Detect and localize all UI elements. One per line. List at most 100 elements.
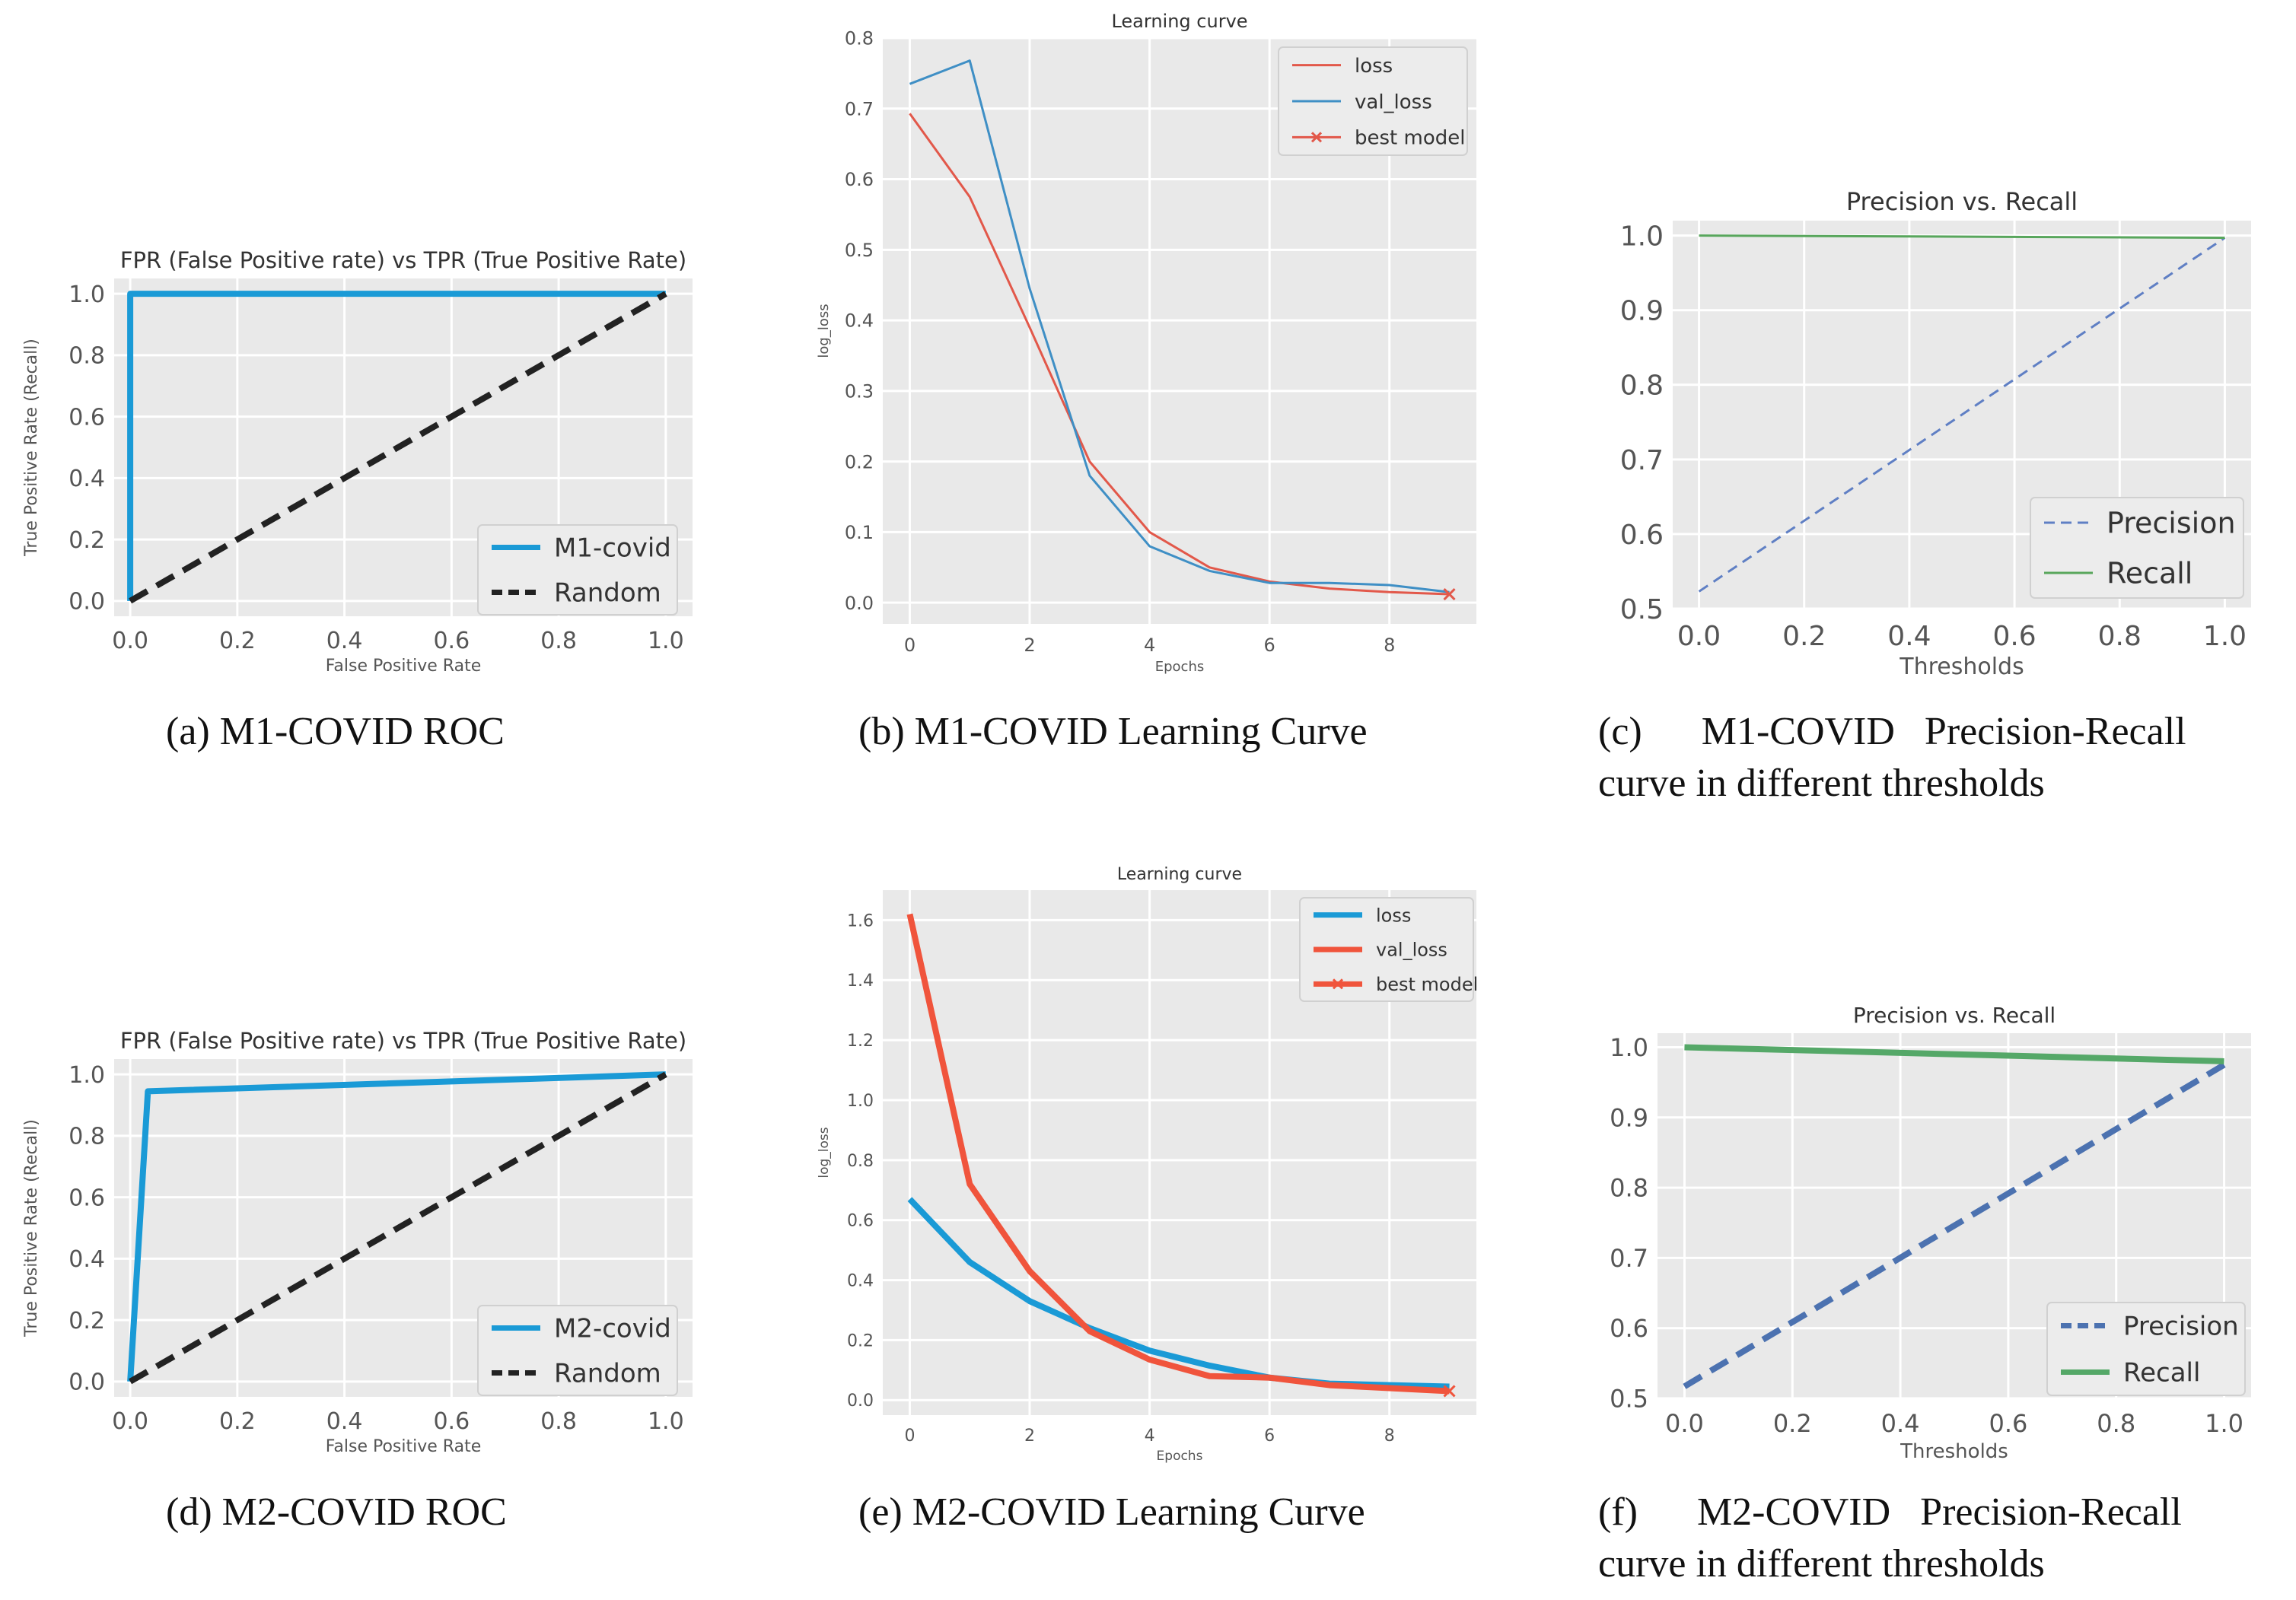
y-tick-label: 0.2	[68, 527, 105, 554]
x-tick-label: 0.8	[2098, 621, 2142, 652]
legend-label: loss	[1355, 55, 1393, 78]
x-tick-label: 0.0	[112, 1408, 148, 1435]
chart-title: Learning curve	[1111, 11, 1247, 32]
caption-a: (a) M1-COVID ROC	[166, 710, 505, 753]
y-tick-label: 1.0	[68, 282, 105, 308]
y-tick-label: 0.8	[847, 1152, 874, 1171]
legend-marker	[1310, 132, 1323, 143]
legend-label: M1-covid	[554, 533, 671, 564]
x-tick-label: 0.8	[540, 628, 577, 654]
legend-label: Recall	[2123, 1358, 2200, 1388]
y-tick-label: 0.6	[1610, 1314, 1648, 1343]
y-tick-label: 0.4	[68, 466, 105, 492]
legend-label: best model	[1355, 127, 1465, 150]
series-line-loss	[909, 113, 1450, 596]
x-tick-label: 0.4	[326, 1408, 363, 1435]
caption-c-line1: (c) M1-COVID Precision-Recall	[1598, 710, 2186, 753]
x-tick-label: 0.2	[1782, 621, 1826, 652]
x-tick-label: 0.2	[219, 628, 256, 654]
series-line-m1-covid	[127, 291, 666, 601]
chart-d-roc: 0.0 0.2 0.4 0.6 0.8 1.0 0.0 0.2 0.4 0.6 0.8 1.0 FPR …	[22, 1028, 693, 1456]
x-tick-label: 8	[1384, 635, 1395, 656]
caption-e: (e) M2-COVID Learning Curve	[858, 1490, 1365, 1534]
x-axis-label: Epochs	[1157, 1449, 1203, 1464]
y-tick-label: 0.7	[1610, 1244, 1648, 1273]
y-axis-label: log_loss	[816, 304, 832, 358]
series-line-random	[129, 291, 667, 604]
y-tick-label: 0.6	[847, 1212, 874, 1231]
chart-c-precision-recall: 0.0 0.2 0.4 0.6 0.8 1.0 0.5 0.6 0.7 0.8 0.9 1.0 Prec…	[1620, 187, 2251, 680]
x-tick-label: 0.4	[1887, 621, 1931, 652]
x-tick-label: 1.0	[648, 628, 684, 654]
y-axis-label: True Positive Rate (Recall)	[22, 1119, 41, 1338]
y-tick-label: 0.0	[68, 1369, 105, 1396]
x-tick-label: 6	[1264, 1427, 1275, 1446]
x-tick-label: 0	[904, 635, 916, 656]
series-line-random	[129, 1071, 667, 1385]
series-line-precision	[1683, 1062, 2226, 1389]
x-axis-label: Thresholds	[1900, 1440, 2008, 1463]
x-tick-label: 6	[1264, 635, 1275, 656]
legend-label: val_loss	[1376, 940, 1447, 961]
y-tick-label: 1.0	[1620, 221, 1664, 253]
legend-label: Random	[554, 578, 661, 609]
y-tick-label: 1.0	[847, 1092, 874, 1111]
y-tick-label: 0.8	[68, 1124, 105, 1150]
y-tick-label: 0.4	[845, 310, 874, 332]
chart-title: Precision vs. Recall	[1853, 1003, 2056, 1028]
x-axis-label: False Positive Rate	[326, 657, 481, 676]
y-tick-label: 0.8	[1620, 371, 1664, 402]
x-tick-label: 0.6	[433, 628, 470, 654]
x-tick-label: 0.2	[219, 1408, 256, 1435]
y-tick-label: 0.0	[845, 593, 874, 614]
chart-b-learning-curve: 0 2 4 6 8 0.0 0.1 0.2 0.3 0.4 0.5 0.6 0.7 0.8 Learning…	[816, 11, 1476, 675]
legend-label: val_loss	[1355, 91, 1432, 113]
x-axis-label: Epochs	[1155, 659, 1205, 675]
x-tick-label: 8	[1384, 1427, 1395, 1446]
y-tick-label: 0.6	[1620, 520, 1664, 551]
y-tick-label: 0.2	[68, 1308, 105, 1334]
chart-title: FPR (False Positive rate) vs TPR (True P…	[120, 247, 686, 273]
chart-title: Precision vs. Recall	[1846, 187, 2078, 216]
y-tick-label: 0.6	[68, 1185, 105, 1211]
series-line-m2-covid	[127, 1071, 666, 1382]
y-tick-label: 0.0	[847, 1392, 874, 1411]
y-tick-label: 0.6	[68, 404, 105, 431]
y-tick-label: 0.9	[1610, 1103, 1648, 1132]
x-axis-label: False Positive Rate	[326, 1437, 481, 1456]
y-tick-label: 0.5	[1620, 594, 1664, 625]
series-line-val-loss	[906, 913, 1450, 1395]
legend-box	[1299, 897, 1474, 1002]
series-marker-best-model	[1443, 1385, 1456, 1398]
y-tick-label: 0.0	[68, 589, 105, 616]
x-tick-label: 0.2	[1773, 1409, 1812, 1438]
legend-label: Recall	[2107, 557, 2193, 590]
x-tick-label: 4	[1144, 635, 1155, 656]
x-axis-label: Thresholds	[1899, 654, 2024, 680]
legend-label: M2-covid	[554, 1314, 671, 1344]
y-axis-label: log_loss	[817, 1127, 832, 1178]
caption-b: (b) M1-COVID Learning Curve	[858, 710, 1368, 753]
y-tick-label: 0.7	[1620, 445, 1664, 476]
caption-f-line1: (f) M2-COVID Precision-Recall	[1598, 1490, 2182, 1534]
caption-c: (c) M1-COVID Precision-Recall curve in d…	[1598, 706, 2275, 810]
legend-label: Random	[554, 1359, 661, 1389]
y-tick-label: 1.0	[68, 1062, 105, 1089]
x-tick-label: 1.0	[648, 1408, 684, 1435]
y-tick-label: 0.3	[845, 380, 874, 402]
legend-label: Precision	[2123, 1312, 2239, 1342]
series-marker-best-model	[1443, 587, 1456, 601]
y-tick-label: 0.2	[845, 451, 874, 472]
y-tick-label: 1.6	[847, 911, 874, 930]
caption-c-line2: curve in different thresholds	[1598, 762, 2045, 805]
chart-e-learning-curve: 0 2 4 6 8 0.0 0.2 0.4 0.6 0.8 1.0 1.2 1.4 1.6 Learning…	[817, 865, 1478, 1464]
y-tick-label: 0.8	[1610, 1174, 1648, 1203]
legend-label: best model	[1376, 974, 1478, 995]
x-tick-label: 0.8	[540, 1408, 577, 1435]
y-tick-label: 0.9	[1620, 296, 1664, 327]
x-tick-label: 4	[1145, 1427, 1155, 1446]
y-tick-label: 0.5	[1610, 1385, 1648, 1414]
x-tick-label: 1.0	[2205, 1409, 2243, 1438]
legend-marker	[1332, 978, 1344, 990]
x-tick-label: 0.6	[1989, 1409, 2027, 1438]
